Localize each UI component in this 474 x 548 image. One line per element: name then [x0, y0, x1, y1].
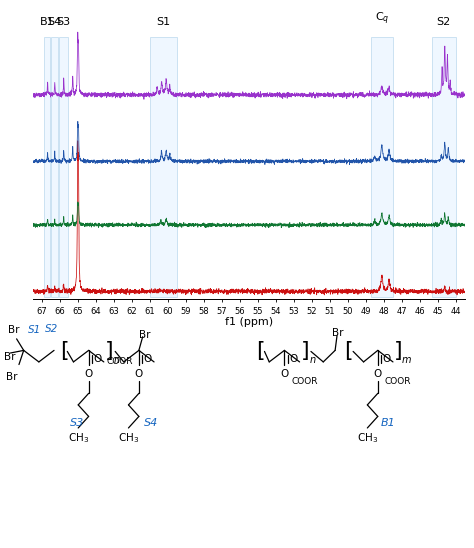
Text: ]: ]	[394, 341, 403, 362]
Text: [: [	[60, 341, 68, 362]
Text: S3: S3	[57, 17, 71, 27]
Text: ]: ]	[301, 341, 310, 362]
Text: COOR: COOR	[384, 378, 411, 386]
Text: [: [	[344, 341, 353, 362]
Text: S2: S2	[45, 324, 58, 334]
Text: [: [	[256, 341, 265, 362]
Text: CH$_3$: CH$_3$	[68, 431, 89, 445]
Text: ]: ]	[105, 341, 114, 362]
Text: n: n	[310, 355, 316, 365]
Text: O: O	[383, 355, 391, 364]
Text: C$_q$: C$_q$	[374, 10, 389, 27]
Text: COOR: COOR	[107, 357, 133, 367]
Text: O: O	[84, 369, 93, 379]
Bar	[51, 37, 58, 297]
Text: O: O	[289, 355, 298, 364]
Text: O: O	[280, 369, 289, 379]
Text: Br: Br	[332, 328, 343, 338]
Text: O: O	[374, 369, 382, 379]
Text: Br: Br	[8, 326, 19, 335]
Bar	[432, 37, 456, 297]
Bar	[59, 37, 68, 297]
Text: CH$_3$: CH$_3$	[357, 431, 378, 445]
Text: S4: S4	[47, 17, 62, 27]
Text: m: m	[401, 355, 411, 365]
Text: S4: S4	[144, 418, 158, 428]
Text: B1: B1	[40, 17, 55, 27]
Text: S1: S1	[27, 326, 41, 335]
Text: n: n	[114, 355, 120, 365]
Text: S2: S2	[437, 17, 451, 27]
Text: COOR: COOR	[291, 378, 318, 386]
Text: O: O	[93, 355, 102, 364]
Bar	[44, 37, 50, 297]
Text: B1: B1	[381, 418, 396, 428]
Text: O: O	[144, 355, 152, 364]
Text: Br: Br	[139, 330, 150, 340]
Text: S3: S3	[70, 418, 84, 428]
Bar	[371, 37, 392, 297]
Text: O: O	[135, 369, 143, 379]
Bar	[150, 37, 177, 297]
Text: Br: Br	[6, 372, 18, 381]
X-axis label: f1 (ppm): f1 (ppm)	[225, 317, 273, 327]
Text: Br: Br	[4, 352, 15, 362]
Text: CH$_3$: CH$_3$	[118, 431, 139, 445]
Text: S1: S1	[156, 17, 171, 27]
